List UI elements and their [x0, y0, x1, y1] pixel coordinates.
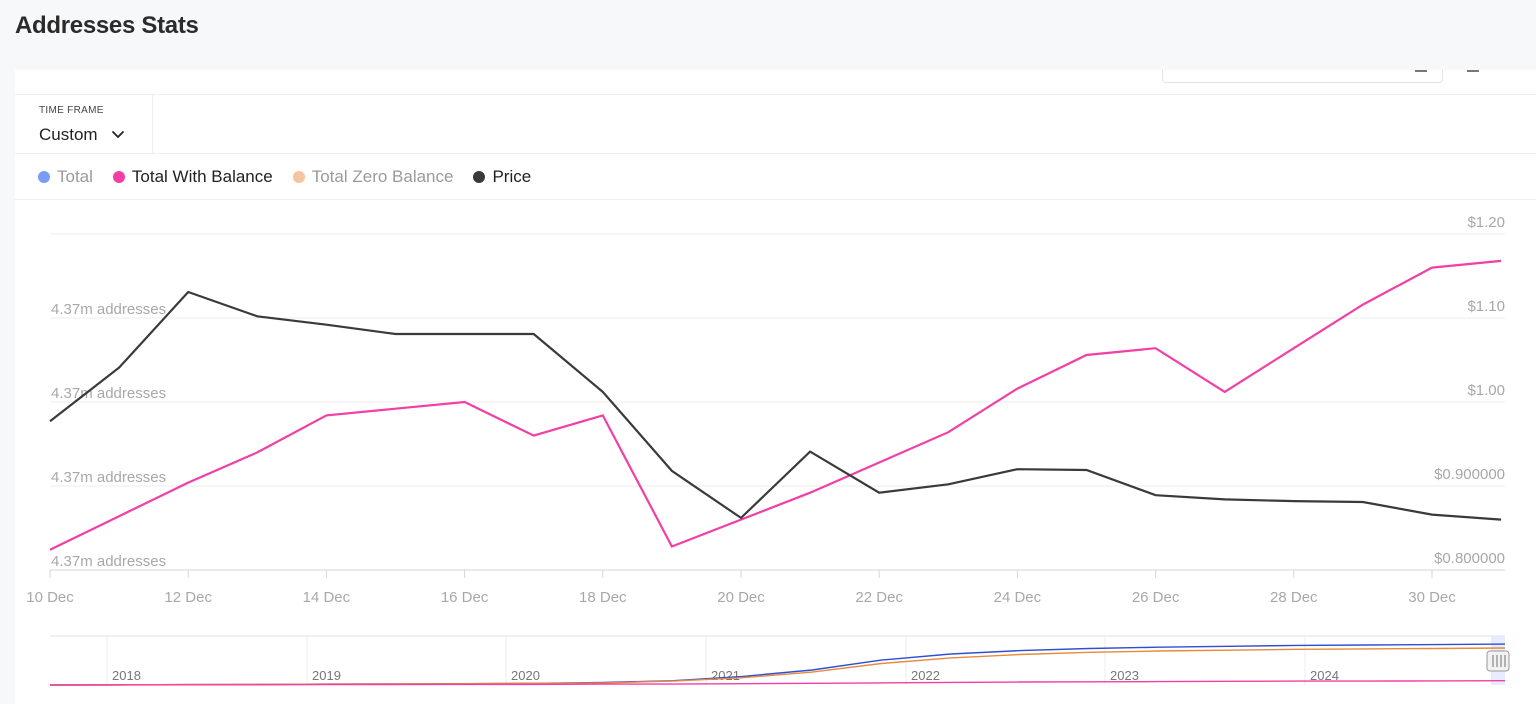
legend-label: Total With Balance [131, 167, 273, 186]
series-line-total-with-balance [49, 259, 1502, 551]
navigator-line [49, 643, 1506, 686]
x-axis-tick-label: 30 Dec [1408, 589, 1456, 606]
right-axis-tick-label: $0.900000 [1434, 466, 1505, 483]
chart-card: TIME FRAME Custom Total Total With Balan… [15, 70, 1536, 704]
calendar-icon[interactable] [1415, 70, 1427, 72]
legend-dot-icon [473, 171, 486, 183]
legend-dot-icon [38, 171, 50, 183]
legend-item-price[interactable]: Price [473, 167, 531, 187]
right-axis-tick-label: $0.800000 [1434, 550, 1505, 567]
navigator-line [49, 647, 1506, 686]
x-axis-tick-label: 22 Dec [855, 589, 903, 606]
navigator-line [50, 680, 1506, 686]
chevron-down-icon[interactable] [111, 127, 125, 141]
left-axis-tick-label: 4.37m addresses [51, 469, 166, 486]
date-range-input[interactable] [1162, 70, 1443, 83]
x-axis-tick-label: 26 Dec [1132, 589, 1180, 606]
left-axis-tick-label: 4.37m addresses [51, 385, 166, 402]
timeframe-value[interactable]: Custom [39, 125, 98, 144]
navigator-handle[interactable] [1486, 650, 1510, 672]
navigator-year-label: 2024 [1310, 668, 1339, 683]
legend-dot-icon [112, 171, 125, 183]
legend-dot-icon [292, 171, 305, 183]
x-axis-tick-label: 16 Dec [441, 589, 489, 606]
menu-icon[interactable] [1467, 70, 1479, 72]
right-axis-tick-label: $1.10 [1467, 298, 1505, 315]
right-axis-tick-label: $1.20 [1467, 214, 1505, 231]
legend-label: Price [492, 167, 532, 186]
legend-label: Total Zero Balance [311, 167, 454, 186]
x-axis-tick-label: 10 Dec [26, 589, 74, 606]
timeframe-selector[interactable]: TIME FRAME Custom [15, 95, 153, 153]
series-line-price [49, 290, 1502, 521]
legend-item-total[interactable]: Total [38, 167, 93, 187]
divider [15, 199, 1536, 200]
x-axis-tick-label: 14 Dec [303, 589, 351, 606]
navigator-year-label: 2022 [911, 668, 940, 683]
card-header [15, 70, 1536, 95]
x-axis-tick-label: 20 Dec [717, 589, 765, 606]
page-title: Addresses Stats [15, 12, 199, 39]
left-axis-tick-label: 4.37m addresses [51, 553, 166, 570]
divider [15, 153, 1536, 154]
left-axis-tick-label: 4.37m addresses [51, 301, 166, 318]
chart-legend: Total Total With Balance Total Zero Bala… [38, 167, 551, 187]
x-axis-tick-label: 28 Dec [1270, 589, 1318, 606]
legend-label: Total [57, 167, 93, 186]
navigator-year-label: 2019 [312, 668, 341, 683]
legend-item-total-with-balance[interactable]: Total With Balance [112, 167, 273, 187]
navigator-year-label: 2020 [511, 668, 540, 683]
legend-item-total-zero-balance[interactable]: Total Zero Balance [292, 167, 454, 187]
navigator-year-label: 2018 [112, 668, 141, 683]
right-axis-tick-label: $1.00 [1467, 382, 1505, 399]
navigator-year-label: 2023 [1110, 668, 1139, 683]
navigator-year-label: 2021 [711, 668, 740, 683]
x-axis-tick-label: 12 Dec [164, 589, 212, 606]
x-axis-tick-label: 24 Dec [994, 589, 1042, 606]
x-axis-tick-label: 18 Dec [579, 589, 627, 606]
timeframe-label: TIME FRAME [39, 105, 104, 116]
